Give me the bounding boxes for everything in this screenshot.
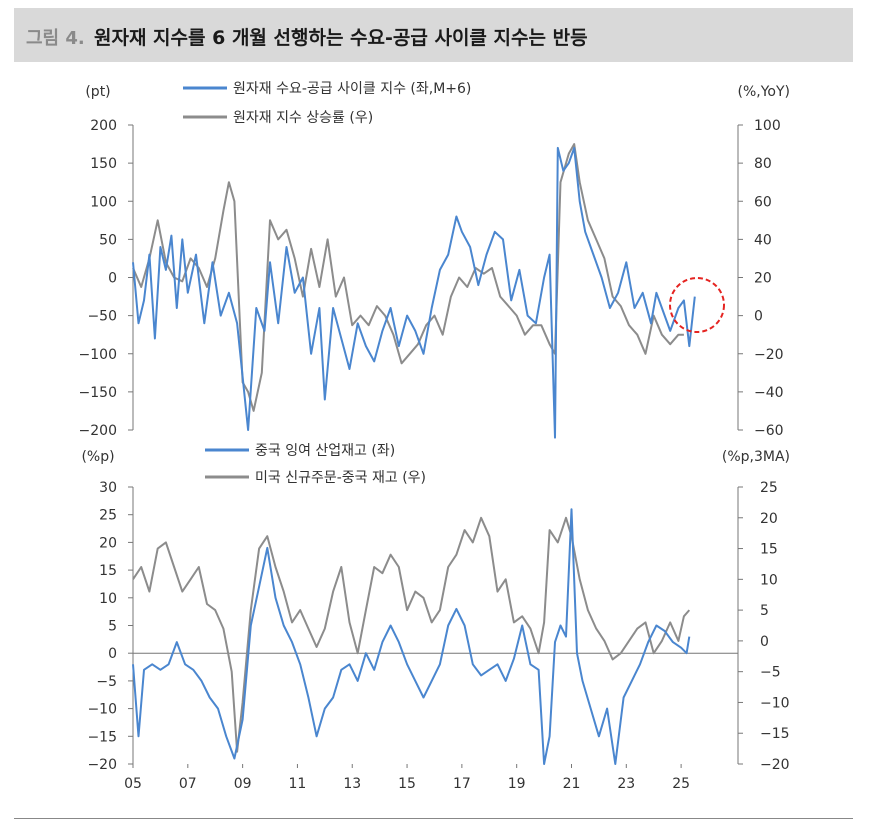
left-unit-label: (pt) [85,84,110,100]
right-tick-label: 10 [760,572,778,588]
x-tick-label: 23 [617,776,635,792]
x-tick-label: 05 [124,776,142,792]
left-tick-label: −50 [87,309,117,325]
right-tick-label: 25 [760,480,778,496]
right-tick-label: −10 [760,695,790,711]
right-tick-label: −15 [760,726,790,742]
left-tick-label: 10 [99,591,117,607]
figure-label: 그림 4. [26,28,85,49]
highlight-circle [669,277,725,333]
right-tick-label: 0 [760,634,769,650]
left-tick-label: 150 [90,156,117,172]
right-tick-label: −20 [760,757,790,773]
x-tick-label: 17 [453,776,471,792]
right-tick-label: 20 [760,511,778,527]
series-line-left [132,146,696,439]
series-line-left [132,508,691,765]
right-tick-label: −60 [754,423,784,439]
left-unit-label: (%p) [81,449,114,465]
legend-label: 중국 잉여 산업재고 (좌) [255,443,395,459]
x-tick-label: 25 [672,776,690,792]
right-tick-label: 15 [760,542,778,558]
legend-label: 원자재 지수 상승률 (우) [233,110,373,126]
right-unit-label: (%p,3MA) [722,449,790,465]
left-tick-label: −5 [96,674,117,690]
right-unit-label: (%,YoY) [738,84,791,100]
left-tick-label: −20 [87,757,117,773]
right-tick-label: −20 [754,347,784,363]
left-tick-label: 25 [99,508,117,524]
figure-title: 원자재 지수를 6 개월 선행하는 수요-공급 사이클 지수는 반등 [94,27,588,49]
x-tick-label: 09 [234,776,252,792]
right-tick-label: 0 [754,309,763,325]
left-tick-label: 50 [99,232,117,248]
x-tick-label: 13 [343,776,361,792]
legend-label: 원자재 수요-공급 사이클 지수 (좌,M+6) [233,81,471,97]
left-tick-label: −15 [87,729,117,745]
right-tick-label: −5 [760,665,781,681]
left-tick-label: 0 [108,271,117,287]
left-tick-label: 0 [108,646,117,662]
left-tick-label: 100 [90,194,117,210]
title-bar: 그림 4. 원자재 지수를 6 개월 선행하는 수요-공급 사이클 지수는 반등 [14,8,853,62]
right-tick-label: 60 [754,194,772,210]
bottom-rule [14,818,853,819]
right-tick-label: 100 [754,118,781,134]
right-tick-label: −40 [754,385,784,401]
right-tick-label: 20 [754,271,772,287]
right-tick-label: 40 [754,232,772,248]
left-tick-label: 5 [108,619,117,635]
x-tick-label: 07 [179,776,197,792]
x-tick-label: 11 [289,776,307,792]
x-tick-label: 21 [563,776,581,792]
left-tick-label: 15 [99,563,117,579]
left-tick-label: −10 [87,702,117,718]
right-tick-label: 80 [754,156,772,172]
right-tick-label: 5 [760,603,769,619]
x-tick-label: 19 [508,776,526,792]
legend-label: 미국 신규주문-중국 재고 (우) [255,470,426,486]
left-tick-label: 30 [99,480,117,496]
left-tick-label: 200 [90,118,117,134]
series-line-right [132,143,684,412]
left-tick-label: −200 [79,423,117,439]
x-tick-label: 15 [398,776,416,792]
left-tick-label: −100 [79,347,117,363]
series-line-right [132,516,691,753]
left-tick-label: 20 [99,535,117,551]
left-tick-label: −150 [79,385,117,401]
